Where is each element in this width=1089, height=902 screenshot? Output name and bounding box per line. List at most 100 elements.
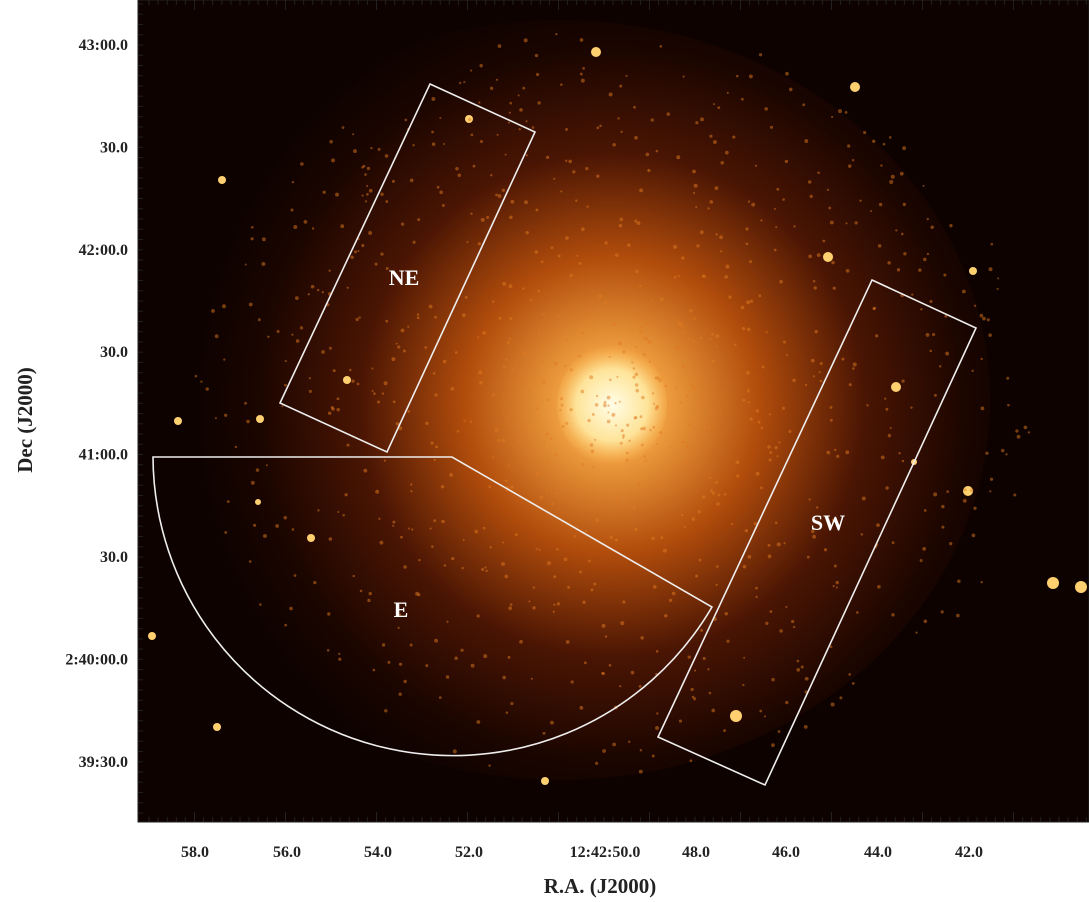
noise	[615, 538, 618, 541]
noise	[607, 420, 611, 424]
noise	[709, 692, 712, 695]
noise	[669, 599, 672, 602]
noise	[417, 313, 419, 315]
noise	[244, 402, 247, 405]
noise	[492, 300, 495, 303]
point-source	[1075, 581, 1087, 593]
noise	[537, 101, 540, 104]
y-tick-label: 39:30.0	[79, 754, 128, 771]
noise	[929, 350, 932, 353]
noise	[932, 333, 935, 336]
noise	[630, 491, 633, 494]
noise	[746, 371, 750, 375]
y-tick-label: 41:00.0	[79, 447, 128, 464]
noise	[663, 549, 667, 553]
noise	[403, 565, 407, 569]
noise	[195, 375, 198, 378]
noise	[463, 81, 465, 83]
noise	[490, 174, 492, 176]
noise	[760, 219, 762, 221]
noise	[626, 459, 629, 462]
noise	[222, 304, 226, 308]
noise	[385, 200, 388, 203]
noise	[641, 396, 645, 400]
noise	[769, 458, 772, 461]
point-source	[256, 415, 264, 423]
noise	[667, 112, 670, 115]
noise	[531, 678, 533, 680]
noise	[941, 526, 944, 529]
noise	[401, 329, 405, 333]
noise	[649, 429, 651, 431]
noise	[694, 669, 696, 671]
noise	[692, 696, 695, 699]
noise	[510, 603, 513, 606]
noise	[510, 200, 514, 204]
noise	[696, 244, 699, 247]
noise	[347, 444, 350, 447]
noise	[651, 118, 654, 121]
noise	[546, 433, 549, 436]
noise	[633, 367, 635, 369]
noise	[688, 337, 691, 340]
noise	[609, 92, 613, 96]
noise	[764, 715, 766, 717]
noise	[831, 703, 835, 707]
noise	[582, 67, 585, 70]
noise	[635, 346, 637, 348]
noise	[530, 366, 533, 369]
noise	[415, 592, 419, 596]
noise	[819, 371, 821, 373]
noise	[674, 488, 676, 490]
noise	[746, 242, 749, 245]
noise	[375, 490, 379, 494]
noise	[653, 403, 655, 405]
noise	[548, 336, 550, 338]
noise	[676, 155, 680, 159]
noise	[622, 600, 625, 603]
noise	[565, 422, 568, 425]
noise	[553, 575, 556, 578]
noise	[358, 316, 360, 318]
noise	[997, 277, 999, 279]
noise	[686, 444, 689, 447]
noise	[604, 300, 608, 304]
noise	[751, 203, 755, 207]
noise	[698, 559, 701, 562]
noise	[824, 548, 827, 551]
noise	[560, 190, 562, 192]
noise	[619, 224, 623, 228]
noise	[779, 280, 783, 284]
noise	[488, 485, 491, 488]
noise	[647, 169, 650, 172]
noise	[887, 261, 890, 264]
noise	[435, 445, 438, 448]
noise	[605, 635, 607, 637]
noise	[518, 439, 522, 443]
noise	[748, 200, 750, 202]
noise	[595, 762, 598, 765]
noise	[477, 336, 479, 338]
noise	[437, 186, 440, 189]
noise	[910, 406, 912, 408]
noise	[373, 669, 376, 672]
noise	[457, 430, 460, 433]
noise	[715, 481, 718, 484]
noise	[619, 685, 621, 687]
noise	[775, 226, 777, 228]
noise	[852, 682, 855, 685]
noise	[675, 387, 677, 389]
noise	[328, 412, 331, 415]
noise	[530, 299, 532, 301]
noise	[584, 661, 587, 664]
noise	[902, 146, 906, 150]
noise	[490, 87, 493, 90]
noise	[249, 303, 253, 307]
noise	[841, 358, 844, 361]
noise	[672, 467, 675, 470]
noise	[522, 287, 524, 289]
noise	[863, 131, 866, 134]
noise	[418, 559, 420, 561]
noise	[677, 345, 680, 348]
noise	[672, 592, 676, 596]
